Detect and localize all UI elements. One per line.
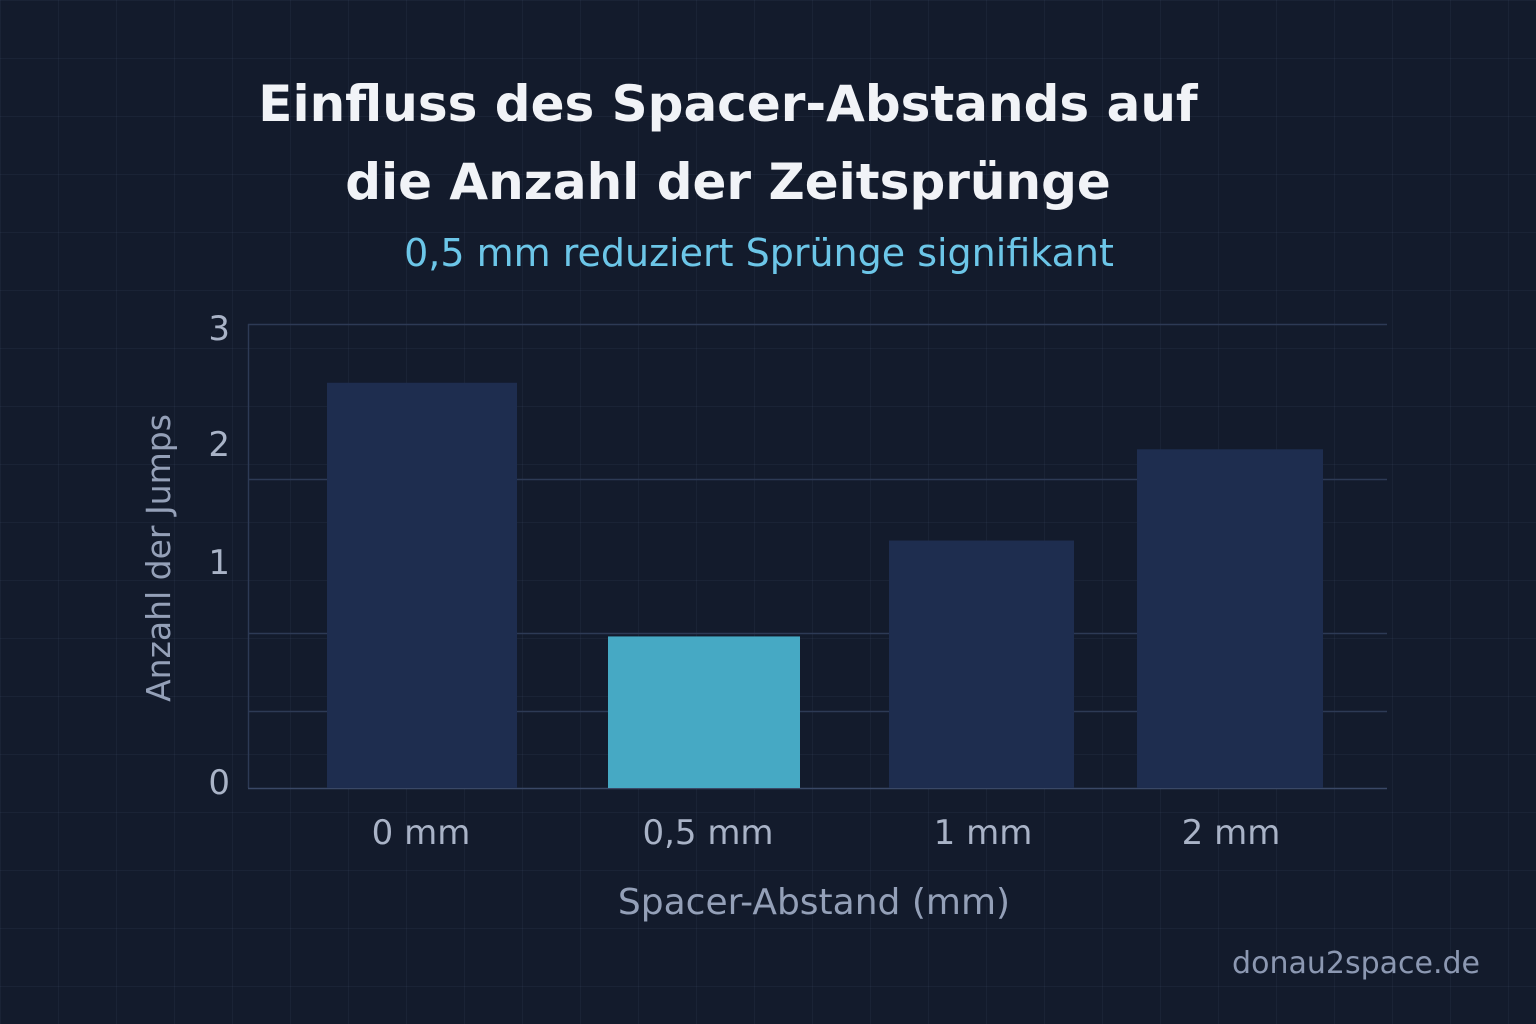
chart-subtitle: 0,5 mm reduziert Sprünge signifikant bbox=[404, 231, 1114, 275]
bar-0 bbox=[327, 382, 517, 788]
y-axis-title: Anzahl der Jumps bbox=[139, 414, 178, 702]
y-tick-label-3: 3 bbox=[208, 309, 230, 349]
bar-1 bbox=[608, 636, 800, 788]
bar-2 bbox=[889, 540, 1074, 788]
x-tick-label-0: 0 mm bbox=[372, 813, 471, 853]
y-tick-label-2: 2 bbox=[208, 425, 230, 465]
y-tick-label-1: 1 bbox=[208, 543, 230, 583]
x-tick-label-2: 1 mm bbox=[934, 813, 1033, 853]
x-tick-label-1: 0,5 mm bbox=[642, 813, 773, 853]
y-tick-label-0: 0 bbox=[208, 763, 230, 803]
x-axis-title: Spacer-Abstand (mm) bbox=[618, 882, 1010, 923]
chart-title-line-2: die Anzahl der Zeitsprünge bbox=[345, 153, 1111, 211]
x-tick-label-3: 2 mm bbox=[1182, 813, 1281, 853]
chart-title-line-1: Einfluss des Spacer-Abstands auf bbox=[258, 75, 1198, 133]
watermark: donau2space.de bbox=[1232, 946, 1480, 981]
bar-3 bbox=[1137, 449, 1323, 788]
